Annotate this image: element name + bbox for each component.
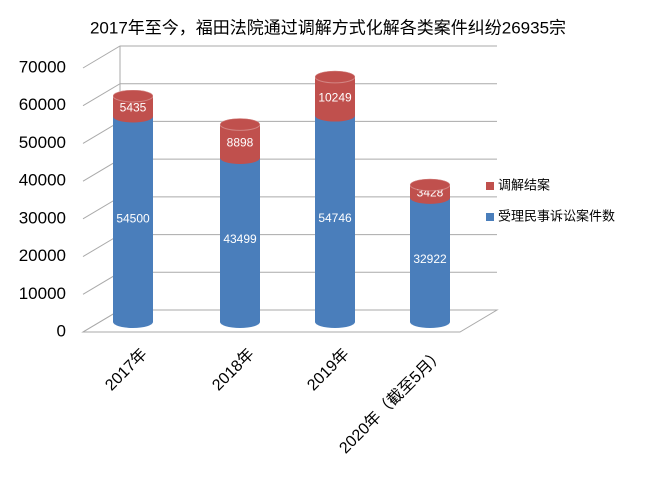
x-tick-label: 2019年 (304, 345, 353, 394)
bar-cap (314, 70, 356, 84)
data-label: 10249 (318, 90, 352, 104)
data-label: 32922 (413, 252, 447, 266)
legend-label: 受理民事诉讼案件数 (498, 208, 615, 223)
legend-label: 调解结案 (498, 177, 550, 192)
y-tick-label: 0 (57, 321, 66, 340)
bar-segment (113, 110, 153, 328)
bar-cap (409, 178, 451, 192)
bar-segment (220, 118, 260, 164)
legend-swatch (486, 213, 494, 221)
y-tick-label: 20000 (19, 246, 66, 265)
x-tick-label: 2020年（截至5月） (336, 345, 448, 457)
bar-segment (220, 151, 260, 328)
y-tick-label: 50000 (19, 133, 66, 152)
grid-line (82, 45, 497, 69)
data-label: 54500 (116, 211, 150, 225)
chart-title: 2017年至今，福田法院通过调解方式化解各类案件纠纷26935宗 (90, 18, 566, 37)
bar-segment (410, 191, 450, 328)
y-tick-label: 10000 (19, 284, 66, 303)
data-label: 5435 (120, 100, 147, 114)
bar-cap (112, 89, 154, 103)
data-label: 54746 (318, 211, 352, 225)
data-label: 43499 (223, 232, 257, 246)
y-tick-label: 70000 (19, 57, 66, 76)
grid-line (82, 83, 497, 107)
y-tick-label: 60000 (19, 95, 66, 114)
legend-swatch (486, 182, 494, 190)
x-tick-label: 2017年 (102, 345, 151, 394)
y-tick-label: 30000 (19, 208, 66, 227)
x-tick-label: 2018年 (209, 345, 258, 394)
bar-cap (219, 117, 261, 131)
bar-segment (315, 70, 355, 122)
y-tick-label: 40000 (19, 171, 66, 190)
bar-segment (315, 109, 355, 328)
data-label: 8898 (227, 135, 254, 149)
